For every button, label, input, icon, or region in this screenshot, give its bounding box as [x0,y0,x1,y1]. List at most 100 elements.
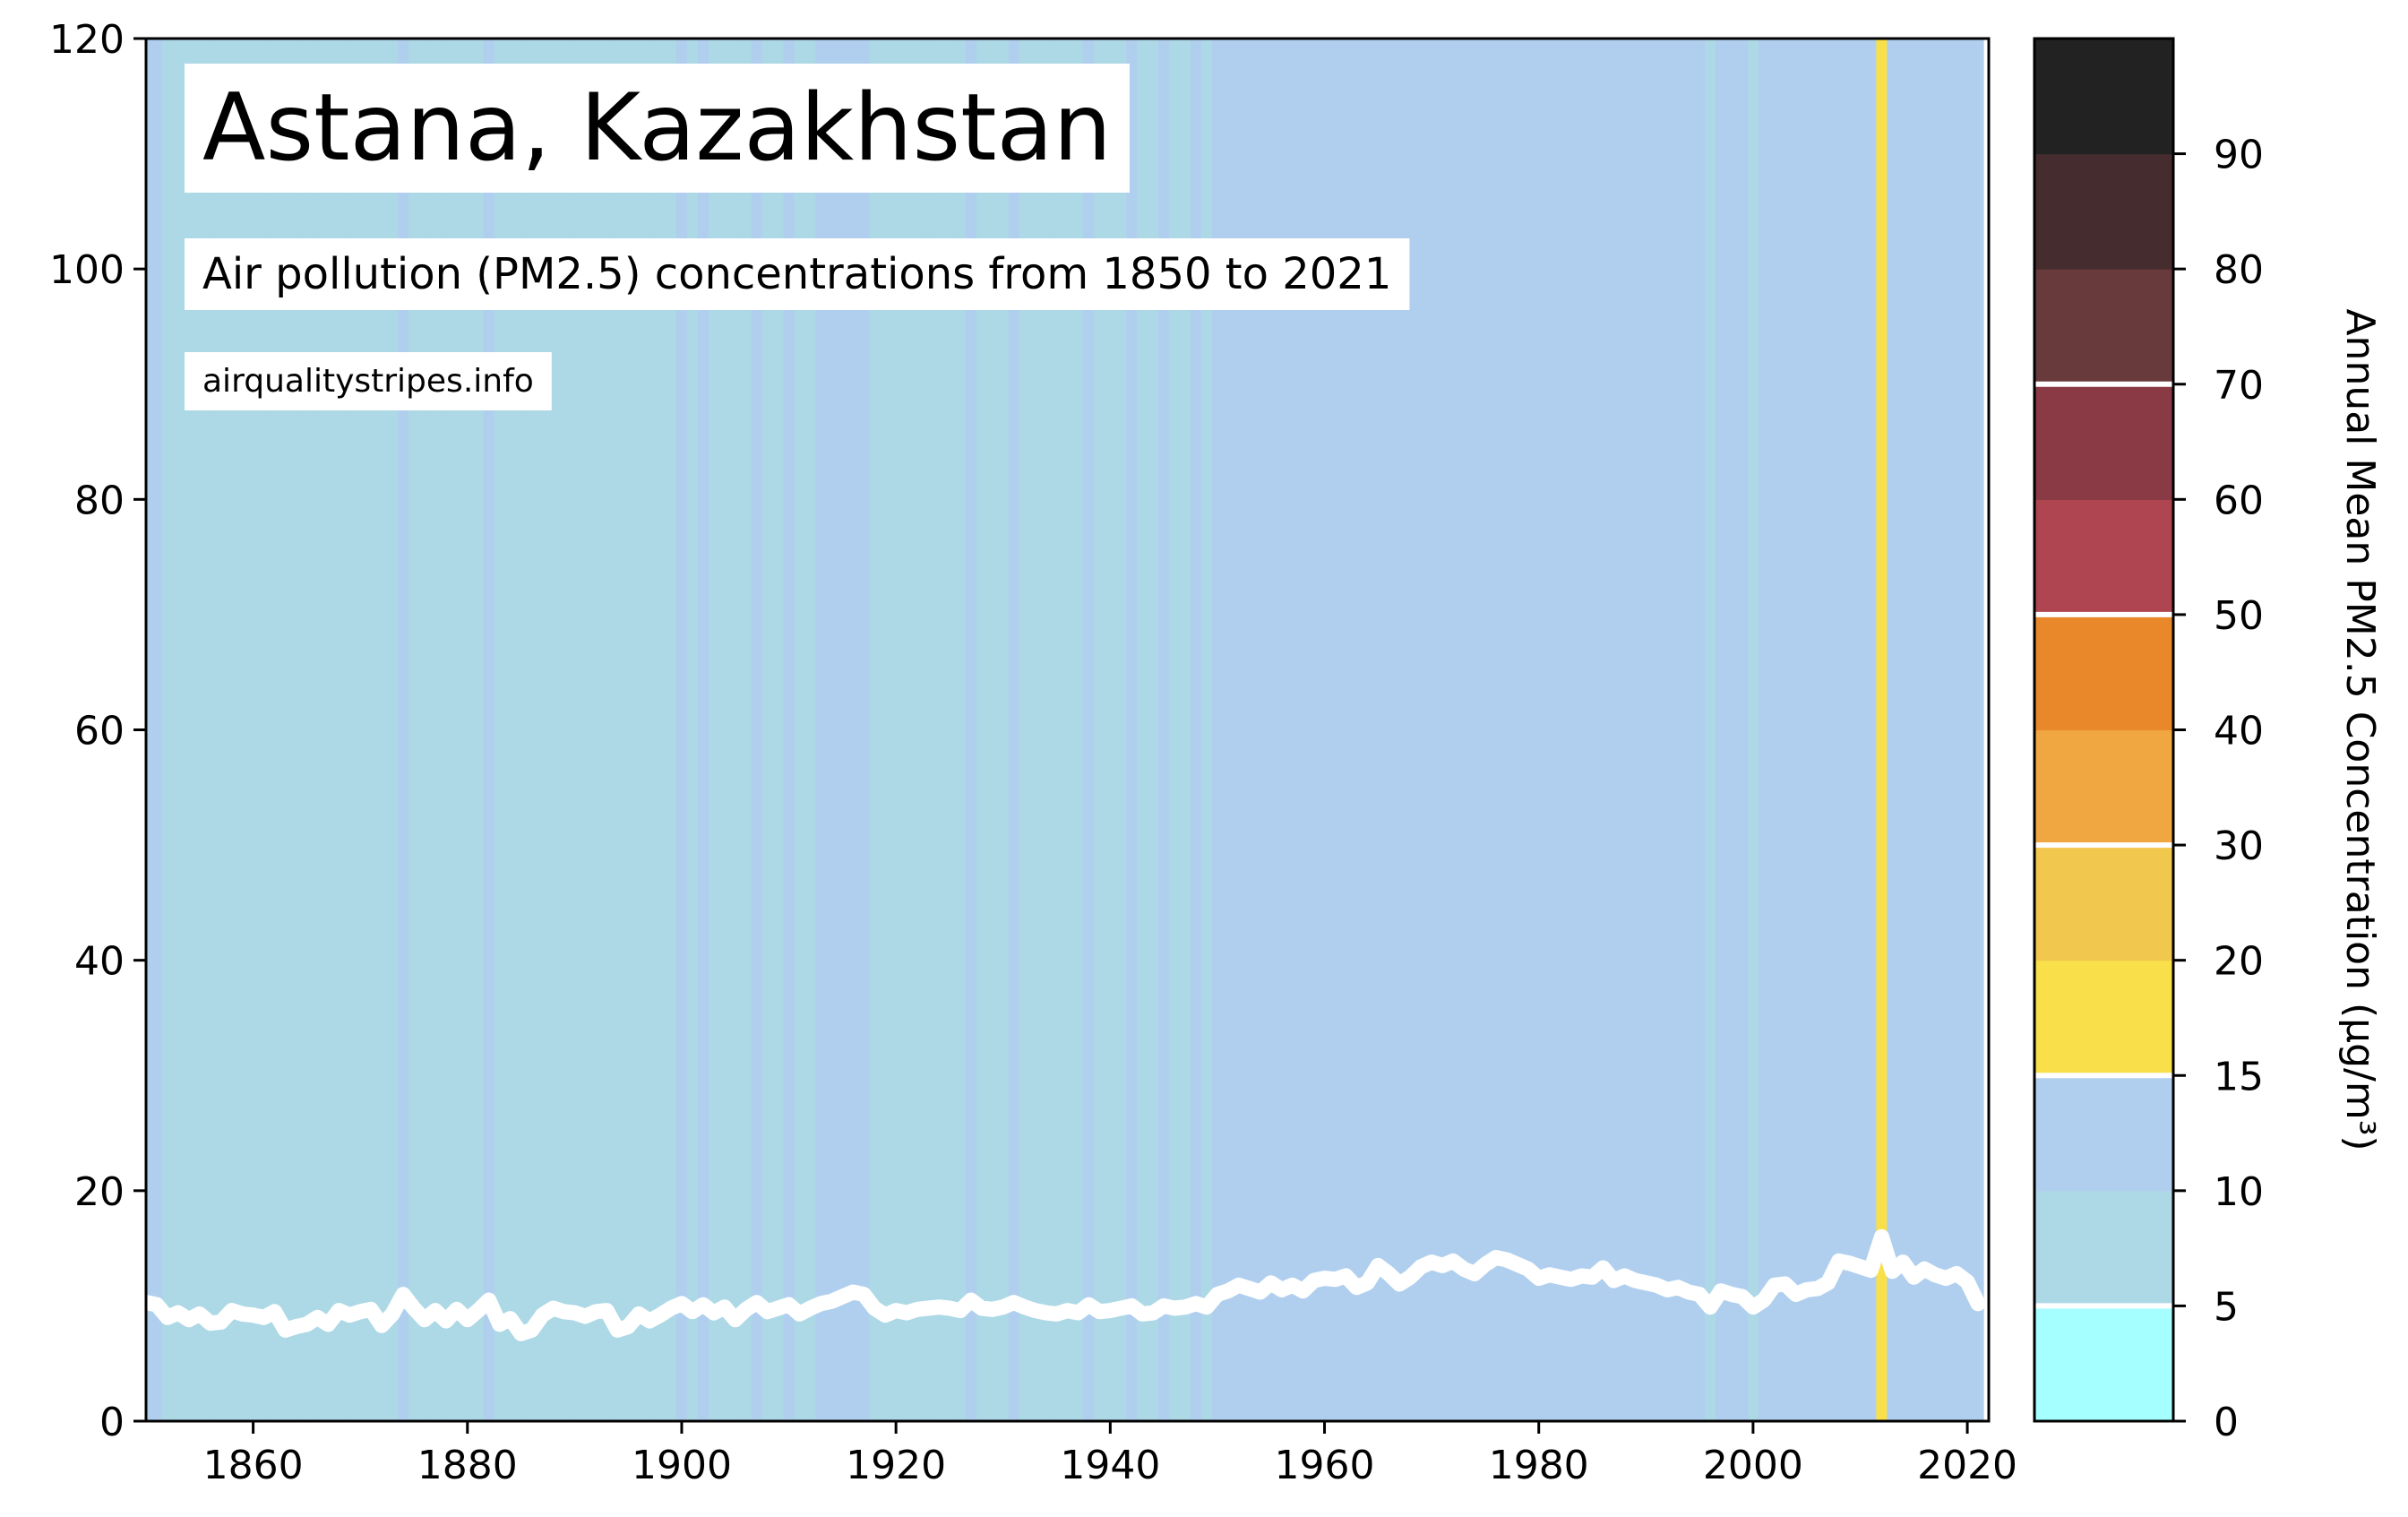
stripe [815,39,828,1421]
x-tick-label: 1900 [632,1443,732,1488]
stripe [1716,39,1727,1421]
stripe [1426,39,1438,1421]
stripe [1694,39,1706,1421]
colorbar-segment [2034,269,2173,385]
stripe [1608,39,1621,1421]
stripe [1801,39,1813,1421]
x-tick-label: 1860 [203,1443,304,1488]
colorbar-tick-label: 10 [2214,1169,2264,1215]
x-tick-label: 1980 [1489,1443,1589,1488]
stripe [1844,39,1856,1421]
stripe [1544,39,1556,1421]
stripe [612,39,624,1421]
stripe [1533,39,1545,1421]
stripe [644,39,656,1421]
stripe [965,39,977,1421]
colorbar-tick-label: 5 [2214,1284,2239,1330]
stripe [1243,39,1256,1421]
stripe [580,39,591,1421]
stripe [146,39,152,1421]
stripe [1191,39,1202,1421]
stripe [1490,39,1502,1421]
x-tick-label: 1960 [1275,1443,1375,1488]
stripe [1919,39,1931,1421]
colorbar-tick-label: 30 [2214,823,2264,869]
stripe [1833,39,1845,1421]
y-tick-label: 100 [49,247,125,293]
stripe [1854,39,1867,1421]
stripe [740,39,752,1421]
stripe [161,39,174,1421]
stripe [880,39,891,1421]
stripe [1930,39,1941,1421]
line-layer [146,1228,1986,1341]
stripe [1394,39,1406,1421]
stripe [997,39,1010,1421]
stripe [1383,39,1395,1421]
stripe [1651,39,1663,1421]
stripe [804,39,817,1421]
stripe [1094,39,1105,1421]
stripe [943,39,956,1421]
stripe [1029,39,1042,1421]
stripe [1973,39,1984,1421]
chart-source: airqualitystripes.info [202,363,534,400]
stripe [986,39,999,1421]
stripe [954,39,967,1421]
stripe [869,39,881,1421]
stripe [1158,39,1170,1421]
stripe [1148,39,1159,1421]
stripe [1554,39,1567,1421]
stripe [1019,39,1031,1421]
colorbar-tick-label: 15 [2214,1054,2264,1099]
x-tick-label: 1940 [1060,1443,1160,1488]
stripe [1662,39,1673,1421]
chart-subtitle: Air pollution (PM2.5) concentrations fro… [202,249,1391,299]
stripe [1630,39,1641,1421]
stripe [1511,39,1524,1421]
stripe [1115,39,1127,1421]
stripe [150,39,163,1421]
stripe [1779,39,1792,1421]
stripe [1951,39,1963,1421]
chart-subtitle-box [185,238,1410,310]
chart-source-box [185,352,552,410]
y-tick-label: 20 [74,1169,125,1215]
x-tick-label: 1880 [417,1443,518,1488]
stripe [858,39,870,1421]
stripe [666,39,677,1421]
stripe [1962,39,1974,1421]
stripe [1254,39,1267,1421]
stripe [890,39,902,1421]
stripe [1286,39,1299,1421]
stripe [1372,39,1384,1421]
stripe [1736,39,1749,1421]
stripe [1768,39,1781,1421]
stripe [1576,39,1588,1421]
stripe [1276,39,1288,1421]
colorbar-tick-label: 90 [2214,133,2264,178]
stripe [1468,39,1481,1421]
stripe [1865,39,1878,1421]
colorbar-segment [2034,729,2173,846]
stripe [1405,39,1416,1421]
colorbar-tick-label: 20 [2214,939,2264,985]
stripe [1597,39,1610,1421]
stripe [1822,39,1835,1421]
stripe [1908,39,1920,1421]
stripe [1169,39,1181,1421]
stripe [1351,39,1363,1421]
stripe [1940,39,1952,1421]
annotations: Astana, Kazakhstan Air pollution (PM2.5) … [185,64,1410,410]
colorbar-tick-label: 60 [2214,478,2264,523]
x-tick-label: 2000 [1703,1443,1803,1488]
colorbar-segment [2034,39,2173,155]
stripe [794,39,806,1421]
y-tick-label: 0 [99,1400,125,1445]
stripe [761,39,774,1421]
stripe [1501,39,1513,1421]
stripe [172,39,185,1421]
stripe [729,39,742,1421]
colorbar-segment [2034,614,2173,731]
colorbar-tick-label: 70 [2214,363,2264,409]
